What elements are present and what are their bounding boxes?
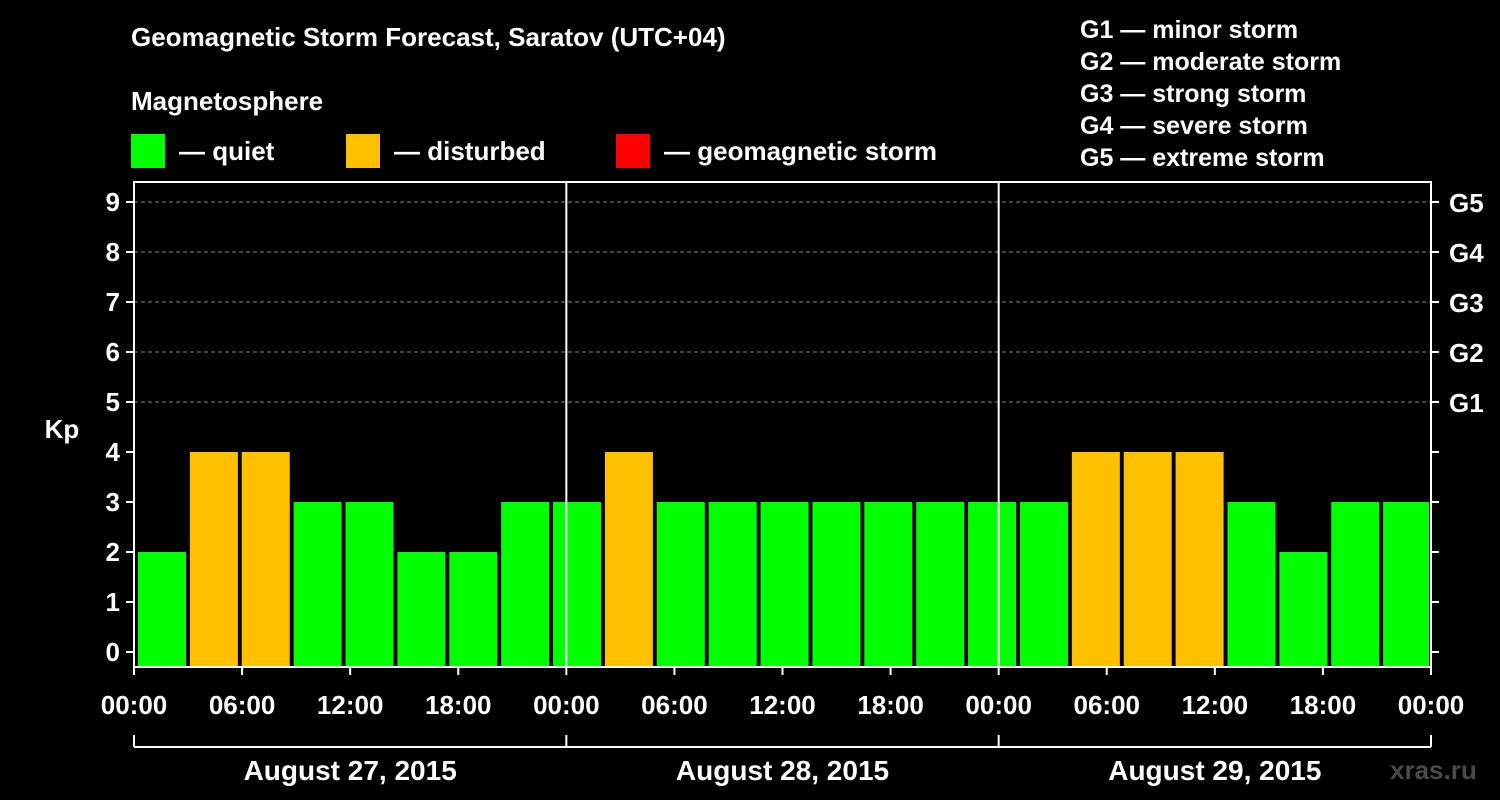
x-tick-label: 06:00 [209,690,276,720]
kp-bar [812,502,861,666]
kp-bar [604,452,653,666]
x-tick-label: 00:00 [1398,690,1465,720]
x-tick-label: 12:00 [317,690,384,720]
y-tick-label: 5 [106,387,120,417]
disturbed-swatch [346,134,380,168]
kp-bar [241,452,290,666]
kp-bar [1019,502,1068,666]
g-level-g1: G1 — minor storm [1080,16,1299,44]
y-tick-label: 8 [106,237,120,267]
g-level-g4: G4 — severe storm [1080,112,1308,140]
y-tick-label: 1 [106,587,120,617]
g-scale-label: G1 [1449,388,1484,418]
kp-bar [1123,452,1172,666]
y-tick-label: 2 [106,537,120,567]
x-tick-label: 00:00 [965,690,1032,720]
y-tick-label: 3 [106,487,120,517]
watermark: xras.ru [1390,755,1477,785]
y-tick-label: 9 [106,187,120,217]
g-scale-label: G3 [1449,288,1484,318]
kp-bar [864,502,913,666]
x-tick-label: 00:00 [533,690,600,720]
storm-swatch [616,134,650,168]
kp-bar [293,502,342,666]
kp-bar [1071,452,1120,666]
g-level-g5: G5 — extreme storm [1080,144,1325,172]
g-level-legend: G1 — minor storm G2 — moderate storm G3 … [1080,14,1341,174]
kp-bar [189,452,238,666]
x-tick-label: 06:00 [641,690,708,720]
legend-disturbed: — disturbed [346,134,546,168]
kp-bar [501,502,550,666]
x-tick-label: 00:00 [101,690,168,720]
x-tick-label: 12:00 [749,690,816,720]
legend-quiet: — quiet [131,134,274,168]
quiet-swatch [131,134,165,168]
x-tick-label: 18:00 [857,690,924,720]
kp-bar [138,552,186,666]
g-scale-label: G5 [1449,188,1484,218]
y-axis-title: Kp [45,414,80,444]
g-level-g3: G3 — strong storm [1080,80,1307,108]
kp-bar [916,502,965,666]
y-tick-label: 0 [106,637,120,667]
y-tick-label: 6 [106,337,120,367]
chart-title: Geomagnetic Storm Forecast, Saratov (UTC… [131,22,726,52]
kp-bar [708,502,757,666]
x-tick-label: 12:00 [1182,690,1249,720]
legend-storm: — geomagnetic storm [616,134,937,168]
legend-storm-label: — geomagnetic storm [664,135,938,166]
kp-bar [1331,502,1380,666]
kp-bar [1279,552,1328,666]
kp-bar [345,502,394,666]
y-tick-label: 4 [106,437,121,467]
g-scale-label: G4 [1449,238,1484,268]
day-label: August 29, 2015 [1108,755,1321,786]
legend-quiet-label: — quiet [179,135,275,166]
x-tick-label: 18:00 [425,690,492,720]
kp-bar [449,552,498,666]
day-label: August 27, 2015 [244,755,457,786]
g-scale-label: G2 [1449,338,1484,368]
x-tick-label: 06:00 [1074,690,1141,720]
kp-bar [760,502,809,666]
x-tick-label: 18:00 [1290,690,1357,720]
y-tick-label: 7 [106,287,120,317]
kp-bar [1175,452,1224,666]
kp-bar [1227,502,1276,666]
kp-bar [656,502,705,666]
legend-disturbed-label: — disturbed [394,135,546,166]
kp-bar [397,552,446,666]
kp-bar [553,502,602,666]
day-label: August 28, 2015 [676,755,889,786]
kp-bar [1383,502,1429,666]
g-level-g2: G2 — moderate storm [1080,48,1342,76]
magnetosphere-heading: Magnetosphere [131,86,324,116]
kp-bar [968,502,1017,666]
